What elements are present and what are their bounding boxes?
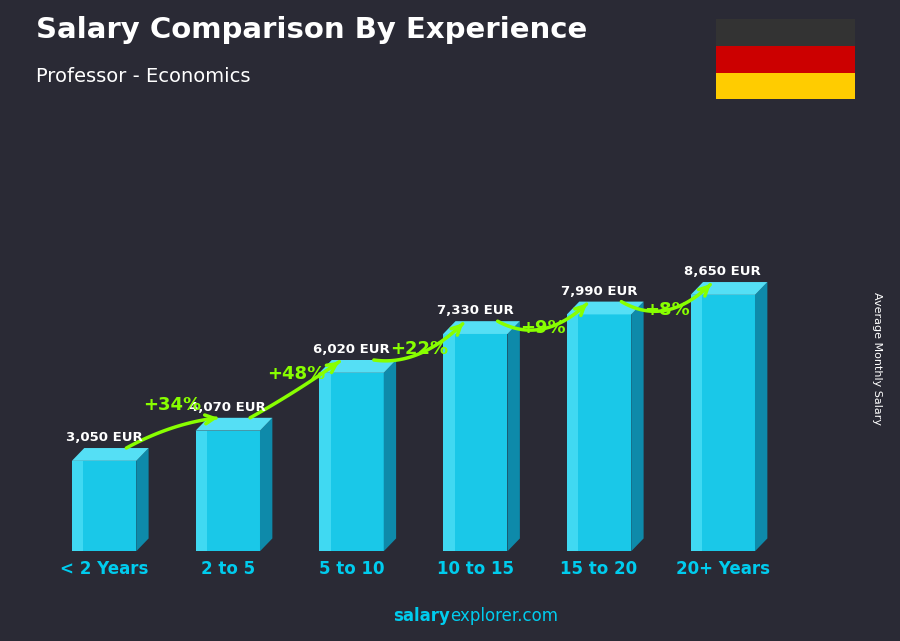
Text: 4,070 EUR: 4,070 EUR	[189, 401, 266, 414]
Text: Average Monthly Salary: Average Monthly Salary	[872, 292, 883, 426]
Polygon shape	[755, 282, 768, 551]
Text: +34%: +34%	[143, 396, 202, 414]
Bar	[716, 72, 855, 99]
Bar	[320, 373, 383, 551]
Bar	[567, 315, 579, 551]
Polygon shape	[567, 302, 644, 315]
Polygon shape	[508, 321, 520, 551]
Text: 3,050 EUR: 3,050 EUR	[66, 431, 142, 444]
Text: salary: salary	[393, 607, 450, 625]
Text: +9%: +9%	[520, 319, 566, 337]
Text: 6,020 EUR: 6,020 EUR	[313, 343, 390, 356]
Text: +8%: +8%	[644, 301, 690, 319]
Polygon shape	[136, 448, 149, 551]
Text: 7,330 EUR: 7,330 EUR	[437, 304, 514, 317]
Bar	[716, 46, 855, 72]
Polygon shape	[72, 448, 148, 461]
Polygon shape	[383, 360, 396, 551]
Text: +48%: +48%	[266, 365, 325, 383]
Text: Professor - Economics: Professor - Economics	[36, 67, 250, 87]
Polygon shape	[443, 321, 520, 334]
Polygon shape	[690, 282, 768, 295]
Bar	[716, 19, 855, 46]
Text: 8,650 EUR: 8,650 EUR	[685, 265, 761, 278]
Polygon shape	[260, 418, 273, 551]
Bar	[72, 461, 136, 551]
Polygon shape	[631, 302, 644, 551]
Bar	[443, 334, 508, 551]
Text: 7,990 EUR: 7,990 EUR	[561, 285, 637, 298]
Bar	[320, 373, 331, 551]
Bar	[195, 431, 207, 551]
Text: Salary Comparison By Experience: Salary Comparison By Experience	[36, 16, 587, 44]
Polygon shape	[195, 418, 273, 431]
Bar	[690, 295, 755, 551]
Bar	[443, 334, 454, 551]
Bar	[72, 461, 84, 551]
Bar	[567, 315, 631, 551]
Bar	[195, 431, 260, 551]
Text: explorer.com: explorer.com	[450, 607, 558, 625]
Bar	[690, 295, 702, 551]
Polygon shape	[320, 360, 396, 373]
Text: +22%: +22%	[391, 340, 449, 358]
